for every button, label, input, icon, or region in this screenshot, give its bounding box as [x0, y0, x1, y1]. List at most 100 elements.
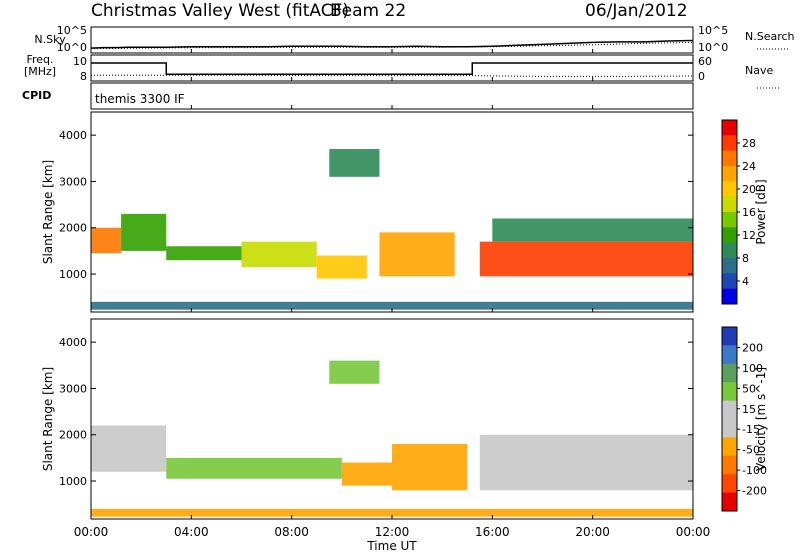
velocity-y-label: Slant Range [km]: [41, 367, 55, 471]
nave-tick-bottom: 0: [698, 70, 705, 83]
y-tick-label: 4000: [59, 129, 87, 142]
colorbar-segment: [722, 382, 737, 402]
velocity-colorbar: 200 100 50 15 -15 -50 -100 -200: [721, 326, 767, 512]
power-colorbar-label: Power [dB]: [754, 179, 768, 244]
colorbar-segment: [722, 273, 737, 290]
colorbar-segment: [722, 135, 737, 152]
colorbar-tick-label: -200: [742, 485, 767, 498]
colorbar-tick-label: 100: [742, 362, 763, 375]
power-data-region: [91, 149, 693, 310]
nsearch-series-line: [90, 41, 694, 50]
colorbar-segment: [722, 258, 737, 274]
nave-series-line: [91, 74, 694, 77]
colorbar-segment: [722, 345, 737, 365]
scatter-band: [341, 462, 392, 486]
scatter-band: [166, 457, 342, 479]
nave-label: Nave: [745, 64, 773, 77]
x-tick-label: 08:00: [274, 525, 309, 539]
colorbar-segment: [722, 196, 737, 213]
freq-tick-bottom: 8: [80, 70, 87, 83]
colorbar-segment: [722, 474, 737, 494]
freq-label-2: [MHz]: [24, 65, 56, 78]
scatter-band: [479, 241, 693, 277]
power-frame: [90, 111, 694, 313]
colorbar-tick-label: 28: [742, 137, 756, 150]
scatter-band: [329, 149, 380, 177]
scatter-band: [166, 246, 242, 261]
time-axis-label: Time UT: [366, 539, 417, 553]
freq-series-line: [91, 62, 693, 75]
scatter-band: [121, 213, 167, 251]
x-tick-label: 00:00: [676, 525, 711, 539]
y-tick-label: 4000: [59, 336, 87, 349]
freq-tick-top: 10: [73, 55, 87, 68]
noise-right-tick-bottom: 10^0: [698, 41, 728, 54]
colorbar-frame: [721, 326, 738, 512]
colorbar-segment: [722, 437, 737, 457]
noise-left-tick-bottom: 10^0: [57, 41, 87, 54]
scatter-band: [379, 232, 455, 277]
nsky-series-line: [90, 39, 694, 49]
noise-left-tick-top: 10^5: [57, 24, 87, 37]
velocity-y-axis: 1000 2000 3000 4000: [59, 336, 693, 488]
colorbar-segment: [722, 492, 737, 512]
velocity-colorbar-label: Velocity [m s^-1]: [754, 367, 768, 471]
station-title: Christmas Valley West (fitACF): [91, 1, 349, 21]
colorbar-tick-label: 200: [742, 341, 763, 354]
colorbar-segment: [722, 327, 737, 346]
colorbar-segment: [722, 227, 737, 244]
y-tick-label: 3000: [59, 175, 87, 188]
colorbar-tick-label: 50: [742, 382, 756, 395]
colorbar-segment: [722, 288, 737, 305]
power-y-label: Slant Range [km]: [41, 160, 55, 264]
colorbar-tick-label: 12: [742, 229, 756, 242]
y-tick-label: 2000: [59, 222, 87, 235]
scatter-band: [241, 241, 317, 268]
power-panel: 1000 2000 3000 4000 Slant Range [km] 28 24 20…: [41, 111, 768, 313]
y-tick-label: 3000: [59, 382, 87, 395]
colorbar-tick-label: 24: [742, 160, 756, 173]
velocity-data-region: [91, 360, 693, 517]
colorbar-segment: [722, 120, 737, 136]
power-y-axis: 1000 2000 3000 4000: [59, 129, 693, 281]
cpid-value: themis 3300 IF: [95, 92, 185, 106]
noise-panel: N.Sky 10^5 10^0 10^5 10^0 N.Search: [34, 24, 794, 54]
noise-right-label: N.Search: [745, 30, 795, 43]
velocity-panel: 1000 2000 3000 4000 Slant Range [km] 200 100…: [41, 318, 768, 520]
colorbar-segment: [722, 455, 737, 475]
colorbar-segment: [722, 363, 737, 383]
x-tick-label: 20:00: [575, 525, 610, 539]
colorbar-tick-label: -15: [742, 423, 760, 436]
colorbar-segment: [722, 212, 737, 228]
colorbar-tick-label: 8: [742, 252, 749, 265]
colorbar-segment: [722, 150, 737, 167]
scatter-band: [392, 444, 468, 491]
x-tick-label: 16:00: [475, 525, 510, 539]
scatter-band: [492, 218, 693, 242]
colorbar-segment: [722, 400, 737, 420]
scatter-band: [91, 301, 693, 310]
colorbar-tick-label: 15: [742, 403, 756, 416]
scatter-band: [316, 255, 367, 279]
x-tick-label: 04:00: [174, 525, 209, 539]
y-tick-label: 1000: [59, 268, 87, 281]
scatter-band: [329, 360, 380, 384]
colorbar-tick-label: -100: [742, 464, 767, 477]
power-colorbar: 28 24 20 16 12 8 4: [721, 119, 756, 305]
noise-right-tick-top: 10^5: [698, 24, 728, 37]
colorbar-segment: [722, 181, 737, 198]
noise-left-label: N.Sky: [34, 33, 66, 46]
date-title: 06/Jan/2012: [585, 1, 688, 21]
scatter-band: [91, 508, 693, 517]
x-tick-label: 00:00: [74, 525, 109, 539]
colorbar-tick-label: 20: [742, 183, 756, 196]
colorbar-tick-label: 16: [742, 206, 756, 219]
nave-tick-top: 60: [698, 55, 712, 68]
colorbar-tick-label: -50: [742, 444, 760, 457]
colorbar-segment: [722, 419, 737, 438]
cpid-label: CPID: [22, 89, 51, 102]
colorbar-segment: [722, 242, 737, 259]
scatter-band: [91, 227, 122, 254]
colorbar-segment: [722, 166, 737, 182]
